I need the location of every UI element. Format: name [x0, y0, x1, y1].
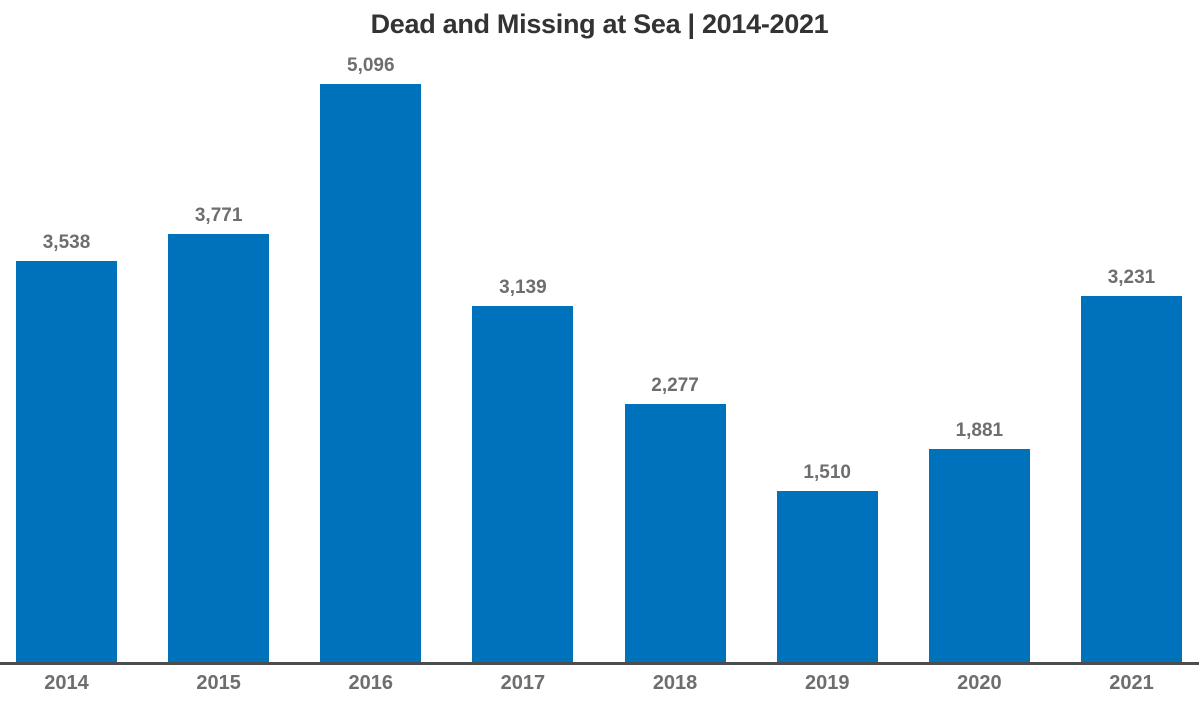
x-tick-label: 2021 — [1109, 672, 1154, 694]
x-tick-label: 2014 — [44, 672, 89, 694]
bar-group-2018: 2,277 — [624, 374, 726, 662]
bar — [16, 260, 117, 662]
bar-value-label: 1,881 — [955, 419, 1004, 441]
bar-value-label: 2,277 — [651, 374, 699, 396]
bar-group-2017: 3,139 — [472, 277, 574, 662]
bar-value-label: 3,139 — [499, 277, 547, 298]
bar-group-2016: 5,096 — [320, 55, 422, 662]
bar — [168, 234, 270, 662]
bar-group-2020: 1,881 — [928, 419, 1030, 662]
x-axis-tick-labels: 2014 2015 2016 2017 2018 2019 2020 2021 — [16, 672, 1182, 695]
bar-group-2019: 1,510 — [776, 461, 878, 662]
x-axis-line — [0, 662, 1199, 665]
x-tick-label: 2020 — [957, 672, 1002, 694]
bar-value-label: 3,231 — [1107, 266, 1156, 288]
plot-area: 3,538 3,771 5,096 3,139 2,277 1,510 1,881 3,231 — [16, 0, 1182, 662]
bar-value-label: 1,510 — [803, 461, 851, 483]
bar-value-label: 5,096 — [347, 55, 395, 76]
chart-title: Dead and Missing at Sea | 2014-2021 — [370, 9, 829, 39]
x-tick-label: 2015 — [196, 672, 241, 694]
x-tick-label: 2019 — [804, 672, 850, 694]
x-tick-label: 2017 — [500, 672, 546, 694]
bar — [928, 448, 1030, 662]
bar — [1080, 295, 1182, 662]
x-tick-label: 2016 — [348, 672, 394, 694]
bar — [472, 306, 574, 662]
bar-value-label: 3,538 — [42, 231, 91, 253]
x-tick-label: 2018 — [652, 672, 698, 694]
bar-group-2021: 3,231 — [1080, 266, 1182, 662]
bar — [624, 403, 726, 662]
bar — [776, 490, 878, 662]
bar-value-label: 3,771 — [194, 205, 243, 227]
bar-group-2015: 3,771 — [168, 205, 270, 662]
bar — [320, 84, 422, 662]
bar-group-2014: 3,538 — [16, 232, 117, 662]
